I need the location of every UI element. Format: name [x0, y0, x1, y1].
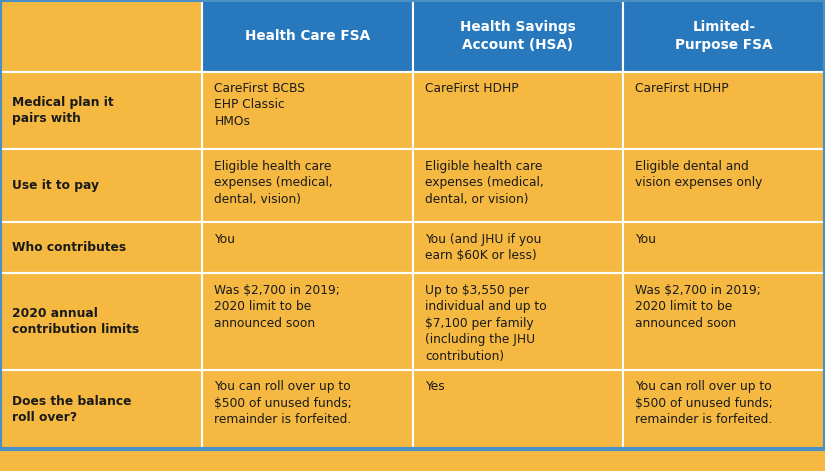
- Text: Health Care FSA: Health Care FSA: [245, 29, 370, 43]
- Bar: [412, 273, 623, 370]
- Text: Medical plan it
pairs with: Medical plan it pairs with: [12, 96, 114, 125]
- Text: Was $2,700 in 2019;
2020 limit to be
announced soon: Was $2,700 in 2019; 2020 limit to be ann…: [214, 284, 340, 330]
- Text: Use it to pay: Use it to pay: [12, 179, 99, 192]
- Bar: [623, 370, 825, 449]
- Bar: [412, 149, 623, 222]
- Bar: [0, 149, 202, 222]
- Text: CareFirst BCBS
EHP Classic
HMOs: CareFirst BCBS EHP Classic HMOs: [214, 82, 305, 128]
- Bar: [0, 72, 202, 149]
- Text: Was $2,700 in 2019;
2020 limit to be
announced soon: Was $2,700 in 2019; 2020 limit to be ann…: [635, 284, 761, 330]
- Bar: [412, 0, 623, 72]
- Text: Yes: Yes: [425, 380, 445, 393]
- Text: Up to $3,550 per
individual and up to
$7,100 per family
(including the JHU
contr: Up to $3,550 per individual and up to $7…: [425, 284, 547, 363]
- Bar: [0, 273, 202, 370]
- Bar: [623, 149, 825, 222]
- Bar: [412, 370, 623, 449]
- Text: Health Savings
Account (HSA): Health Savings Account (HSA): [460, 20, 576, 52]
- Bar: [202, 0, 412, 72]
- Text: Who contributes: Who contributes: [12, 241, 126, 254]
- Bar: [202, 222, 412, 273]
- Bar: [202, 273, 412, 370]
- Bar: [202, 72, 412, 149]
- Bar: [202, 149, 412, 222]
- Bar: [623, 222, 825, 273]
- Text: Eligible dental and
vision expenses only: Eligible dental and vision expenses only: [635, 160, 762, 189]
- Text: Eligible health care
expenses (medical,
dental, vision): Eligible health care expenses (medical, …: [214, 160, 333, 206]
- Text: CareFirst HDHP: CareFirst HDHP: [425, 82, 518, 95]
- Text: You (and JHU if you
earn $60K or less): You (and JHU if you earn $60K or less): [425, 233, 541, 262]
- Bar: [623, 72, 825, 149]
- Bar: [0, 370, 202, 449]
- Text: Does the balance
roll over?: Does the balance roll over?: [12, 395, 132, 424]
- Text: You can roll over up to
$500 of unused funds;
remainder is forfeited.: You can roll over up to $500 of unused f…: [214, 380, 352, 426]
- Text: You can roll over up to
$500 of unused funds;
remainder is forfeited.: You can roll over up to $500 of unused f…: [635, 380, 773, 426]
- Text: Eligible health care
expenses (medical,
dental, or vision): Eligible health care expenses (medical, …: [425, 160, 544, 206]
- Bar: [0, 222, 202, 273]
- Bar: [202, 370, 412, 449]
- Text: You: You: [214, 233, 235, 246]
- Bar: [623, 273, 825, 370]
- Bar: [0, 0, 202, 72]
- Text: 2020 annual
contribution limits: 2020 annual contribution limits: [12, 307, 139, 336]
- Bar: [623, 0, 825, 72]
- Text: Limited-
Purpose FSA: Limited- Purpose FSA: [675, 20, 773, 52]
- Bar: [412, 72, 623, 149]
- Bar: [412, 222, 623, 273]
- Text: You: You: [635, 233, 656, 246]
- Text: CareFirst HDHP: CareFirst HDHP: [635, 82, 728, 95]
